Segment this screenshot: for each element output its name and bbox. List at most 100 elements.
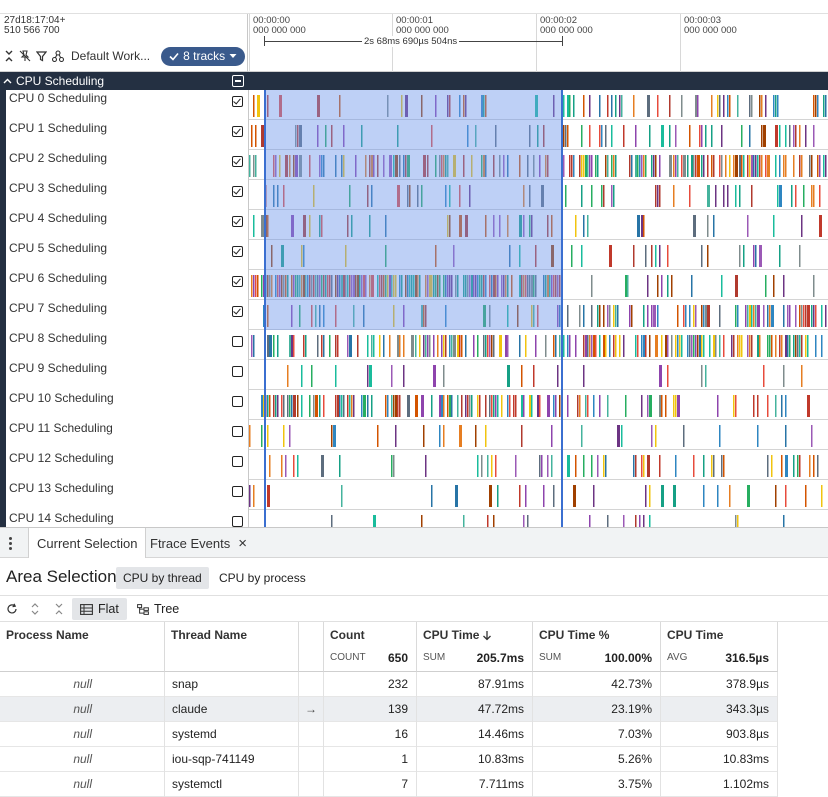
track-shell[interactable]: CPU 14 Scheduling [0,510,249,527]
unchecked-checkbox-icon[interactable] [232,516,243,527]
collapse-all-icon[interactable] [4,50,14,62]
track-shell[interactable]: CPU 2 Scheduling [0,150,249,180]
track-slices[interactable] [249,360,828,390]
track-shell[interactable]: CPU 10 Scheduling [0,390,249,420]
track-shell[interactable]: CPU 0 Scheduling [0,90,249,120]
track-cpu-8[interactable]: CPU 8 Scheduling [0,330,828,360]
tab-ftrace-events[interactable]: Ftrace Events × [142,528,255,558]
checked-checkbox-icon[interactable] [232,126,243,137]
track-shell[interactable]: CPU 6 Scheduling [0,270,249,300]
track-slices[interactable] [249,450,828,480]
close-icon[interactable]: × [238,534,247,552]
track-cpu-14[interactable]: CPU 14 Scheduling [0,510,828,527]
sched-slice [315,275,317,297]
panel-menu-icon[interactable] [6,537,16,551]
unchecked-checkbox-icon[interactable] [232,456,243,467]
collapse-all-icon[interactable] [54,602,64,620]
track-shell[interactable]: CPU 9 Scheduling [0,360,249,390]
unpin-icon[interactable] [19,50,31,62]
track-slices[interactable] [249,420,828,450]
track-slices[interactable] [249,390,828,420]
unchecked-checkbox-icon[interactable] [232,336,243,347]
track-shell[interactable]: CPU 13 Scheduling [0,480,249,510]
track-cpu-13[interactable]: CPU 13 Scheduling [0,480,828,510]
column-header-cpu-time-pct[interactable]: CPU Time % SUM 100.00% [533,622,661,672]
column-header-thread-name[interactable]: Thread Name [165,622,299,672]
unchecked-checkbox-icon[interactable] [232,396,243,407]
track-shell[interactable]: CPU 8 Scheduling [0,330,249,360]
checked-checkbox-icon[interactable] [232,216,243,227]
track-shell[interactable]: CPU 7 Scheduling [0,300,249,330]
table-row[interactable]: null claude → 139 47.72ms 23.19% 343.3µs [0,697,778,722]
track-cpu-9[interactable]: CPU 9 Scheduling [0,360,828,390]
table-row[interactable]: null snap 232 87.91ms 42.73% 378.9µs [0,672,778,697]
track-cpu-11[interactable]: CPU 11 Scheduling [0,420,828,450]
tree-view-button[interactable]: Tree [129,598,187,620]
track-shell[interactable]: CPU 1 Scheduling [0,120,249,150]
column-header-cpu-time-avg[interactable]: CPU Time AVG 316.5µs [661,622,778,672]
expand-all-icon[interactable] [30,602,40,620]
workspace-icon[interactable] [52,50,64,62]
track-cpu-5[interactable]: CPU 5 Scheduling [0,240,828,270]
unchecked-checkbox-icon[interactable] [232,366,243,377]
track-cpu-2[interactable]: CPU 2 Scheduling [0,150,828,180]
table-row[interactable]: null systemd 16 14.46ms 7.03% 903.8µs [0,722,778,747]
track-slices[interactable] [249,480,828,510]
track-slices[interactable] [249,90,828,120]
track-slices[interactable] [249,120,828,150]
column-header-count[interactable]: Count COUNT 650 [324,622,417,672]
tracks-panel[interactable]: CPU Scheduling CPU 0 Scheduling CPU 1 Sch… [0,72,828,527]
table-row[interactable]: null iou-sqp-741149 1 10.83ms 5.26% 10.83ms [0,747,778,772]
workspace-dropdown[interactable]: Default Work... [71,49,151,63]
cpu-by-thread-chip[interactable]: CPU by thread [116,567,209,589]
unchecked-checkbox-icon[interactable] [232,426,243,437]
track-shell[interactable]: CPU 5 Scheduling [0,240,249,270]
track-cpu-0[interactable]: CPU 0 Scheduling [0,90,828,120]
track-shell[interactable]: CPU 3 Scheduling [0,180,249,210]
checked-checkbox-icon[interactable] [232,96,243,107]
unchecked-checkbox-icon[interactable] [232,486,243,497]
sched-slice [747,215,749,237]
checked-checkbox-icon[interactable] [232,306,243,317]
checked-checkbox-icon[interactable] [232,156,243,167]
sort-descending-icon[interactable] [482,630,492,641]
flat-view-button[interactable]: Flat [72,598,127,620]
track-slices[interactable] [249,330,828,360]
track-slices[interactable] [249,210,828,240]
checked-checkbox-icon[interactable] [232,246,243,257]
arrow-right-icon[interactable]: → [299,697,324,722]
tab-current-selection[interactable]: Current Selection [28,528,147,558]
track-shell[interactable]: CPU 11 Scheduling [0,420,249,450]
cpu-by-process-chip[interactable]: CPU by process [219,571,306,585]
time-ruler[interactable]: 00:00:00 000 000 000 00:00:01 000 000 000 … [249,14,828,72]
track-cpu-3[interactable]: CPU 3 Scheduling [0,180,828,210]
track-cpu-1[interactable]: CPU 1 Scheduling [0,120,828,150]
sched-slice [531,215,533,237]
track-cpu-7[interactable]: CPU 7 Scheduling [0,300,828,330]
filter-icon[interactable] [36,50,47,62]
track-slices[interactable] [249,300,828,330]
track-slices[interactable] [249,240,828,270]
sched-slice [543,275,545,297]
track-group-header[interactable]: CPU Scheduling [0,72,828,90]
track-cpu-4[interactable]: CPU 4 Scheduling [0,210,828,240]
track-cpu-12[interactable]: CPU 12 Scheduling [0,450,828,480]
checked-checkbox-icon[interactable] [232,186,243,197]
column-header-process-name[interactable]: Process Name [0,622,165,672]
track-cpu-6[interactable]: CPU 6 Scheduling [0,270,828,300]
track-cpu-10[interactable]: CPU 10 Scheduling [0,390,828,420]
track-slices[interactable] [249,150,828,180]
sched-slice [383,275,385,297]
column-header-cpu-time-sum[interactable]: CPU Time SUM 205.7ms [417,622,533,672]
checked-checkbox-icon[interactable] [232,276,243,287]
track-slices[interactable] [249,270,828,300]
tracks-button[interactable]: 8 tracks [161,46,246,66]
track-slices[interactable] [249,510,828,527]
chevron-up-icon[interactable] [3,78,12,84]
group-select-toggle-icon[interactable] [232,75,244,87]
track-slices[interactable] [249,180,828,210]
track-shell[interactable]: CPU 4 Scheduling [0,210,249,240]
table-row[interactable]: null systemctl 7 7.711ms 3.75% 1.102ms [0,772,778,797]
refresh-icon[interactable] [6,602,18,620]
track-shell[interactable]: CPU 12 Scheduling [0,450,249,480]
